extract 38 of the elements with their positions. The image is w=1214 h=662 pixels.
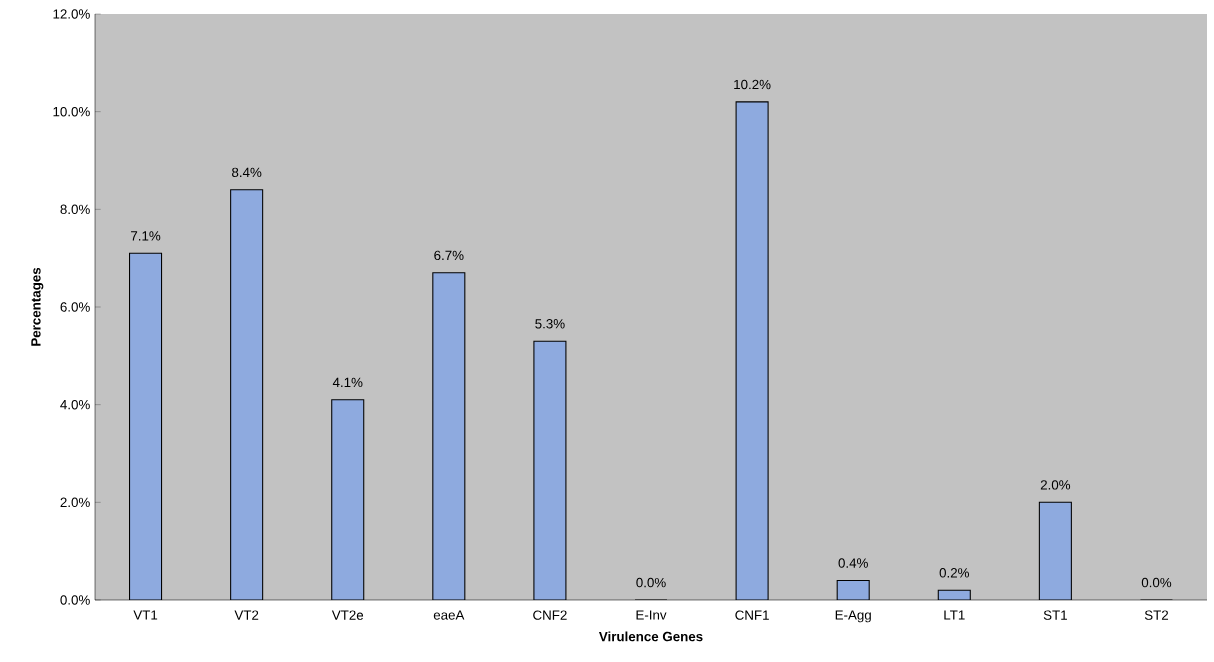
y-tick-label: 12.0% [53,9,90,19]
bar [735,101,769,600]
bar [533,340,567,600]
data-label: 5.3% [535,319,565,329]
y-tick-label: 2.0% [60,497,90,508]
y-axis-title: Percentages [31,267,44,346]
data-label: 2.0% [1040,480,1071,490]
x-tick-label: LT1 [944,610,965,620]
bar [1038,501,1072,600]
x-tick-label: E-Inv [636,610,667,620]
bar [230,189,264,600]
x-axis-title: Virulence Genes [598,631,703,642]
x-tick-label: VT2e [331,610,364,620]
y-tick-label: 8.0% [60,204,90,215]
y-tick-label: 4.0% [60,399,90,410]
x-tick-label: E-Agg [835,610,871,623]
x-tick-label: CNF2 [533,610,567,620]
bar [331,399,365,600]
x-tick-label: CNF1 [735,610,769,620]
x-tick-label: VT2 [234,610,259,620]
x-tick-label: ST1 [1043,610,1067,620]
data-label: 8.4% [232,167,262,178]
data-label: 0.0% [1141,577,1172,588]
bar [129,252,163,600]
bar [432,272,466,600]
data-label: 0.2% [939,568,970,578]
data-label: 10.2% [734,79,771,90]
data-label: 4.1% [332,377,363,388]
x-tick-label: VT1 [133,610,158,620]
data-label: 0.0% [636,577,666,588]
y-tick-label: 0.0% [60,595,90,605]
y-tick-label: 6.0% [60,302,90,312]
x-tick-label: ST2 [1144,610,1169,620]
x-tick-label: eaeA [433,610,465,620]
data-label: 7.1% [131,231,161,241]
y-tick-label: 10.0% [53,106,90,117]
data-label: 0.4% [838,558,868,568]
data-label: 6.7% [434,250,464,261]
